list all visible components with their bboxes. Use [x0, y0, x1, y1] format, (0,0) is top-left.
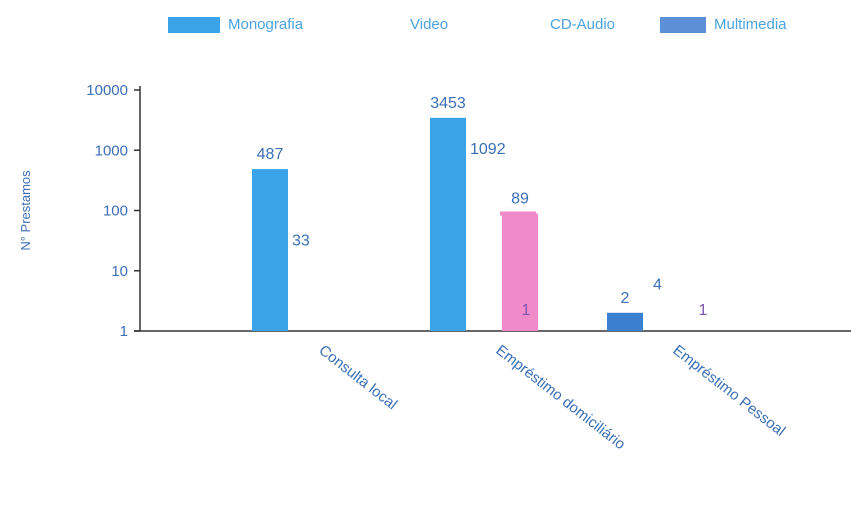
y-tick-label: 100 — [103, 203, 128, 220]
bar-monografia — [430, 117, 466, 331]
legend-label-video: Video — [410, 16, 449, 33]
data-label: 33 — [292, 233, 310, 250]
data-label: 487 — [257, 146, 284, 163]
legend-label-cd-audio: CD-Audio — [550, 16, 616, 33]
data-label: 1 — [699, 302, 708, 319]
legend-label-monografia: Monografia — [228, 16, 304, 33]
data-label: 4 — [653, 277, 662, 294]
legend: Monografia Video CD-Audio Multimedia — [0, 16, 851, 44]
legend-item-monografia[interactable]: Monografia — [168, 16, 303, 33]
data-label: 89 — [511, 191, 529, 208]
bar-monografia — [607, 312, 643, 331]
data-label: 2 — [621, 290, 630, 307]
bar-monografia — [252, 169, 288, 331]
legend-item-cd-audio[interactable]: CD-Audio — [490, 16, 615, 33]
y-tick-label: 1000 — [95, 142, 128, 159]
x-tick-label: Empréstimo domiciliário — [493, 342, 629, 453]
x-tick-label: Consulta local — [316, 342, 401, 413]
x-tick-label: Empréstimo Pessoal — [670, 342, 789, 440]
data-label: 1092 — [470, 141, 506, 158]
y-tick-label: 10000 — [86, 82, 128, 99]
legend-item-video[interactable]: Video — [350, 16, 448, 33]
y-tick-label: 1 — [120, 323, 128, 340]
legend-label-multimedia: Multimedia — [714, 16, 787, 33]
y-tick-label: 10 — [111, 263, 128, 280]
legend-swatch-monografia — [168, 16, 220, 33]
y-axis-label: N° Prestamos — [18, 170, 33, 251]
legend-swatch-video — [350, 16, 402, 33]
data-label: 1 — [522, 302, 531, 319]
legend-swatch-cd-audio — [490, 16, 542, 33]
data-label: 3453 — [430, 95, 466, 112]
bar-cd-audio — [502, 213, 538, 331]
legend-item-multimedia[interactable]: Multimedia — [660, 16, 787, 33]
legend-swatch-multimedia — [660, 16, 706, 33]
